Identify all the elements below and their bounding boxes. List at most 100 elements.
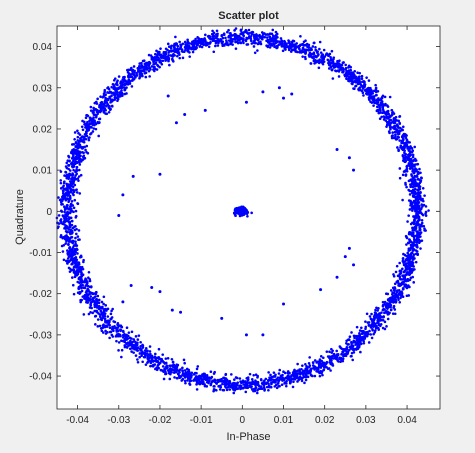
ring-point (159, 368, 163, 372)
ring-point (375, 314, 378, 317)
ring-point (71, 173, 74, 176)
ring-point (402, 270, 406, 274)
ring-point (317, 362, 321, 366)
ring-point (98, 104, 102, 108)
ring-point (275, 46, 279, 50)
ring-point (71, 262, 74, 265)
ring-point (109, 312, 113, 316)
ring-point (141, 74, 144, 78)
ring-point (325, 366, 328, 369)
ring-point (347, 79, 350, 83)
ring-point (242, 383, 245, 386)
ring-point (273, 375, 276, 378)
ring-point (315, 369, 318, 373)
ring-point (106, 86, 109, 90)
ring-point (166, 364, 169, 368)
scatter-point (158, 172, 162, 176)
ring-point (367, 321, 371, 324)
ring-point (234, 47, 238, 50)
ring-point (379, 109, 382, 112)
ring-point (424, 214, 428, 217)
ring-point (398, 261, 401, 265)
ring-point (202, 43, 206, 47)
ring-point (191, 40, 194, 44)
ring-point (170, 357, 174, 361)
ring-point (394, 300, 398, 303)
ring-point (67, 200, 70, 204)
ring-point (394, 133, 397, 137)
ring-point (407, 179, 411, 183)
ring-point (350, 331, 353, 334)
ring-point (273, 385, 277, 388)
ring-point (368, 92, 372, 95)
ring-point (164, 357, 168, 360)
ring-point (89, 311, 92, 314)
ring-point (136, 66, 140, 70)
ring-point (57, 196, 60, 199)
ring-point (351, 358, 355, 362)
ring-point (64, 259, 68, 263)
ring-point (323, 365, 326, 369)
ring-point (204, 33, 207, 37)
ring-point (76, 268, 79, 272)
ring-point (212, 385, 215, 388)
ring-point (213, 378, 216, 382)
ring-point (143, 71, 147, 75)
ring-point (71, 176, 74, 180)
ring-point (413, 190, 417, 194)
ring-point (160, 359, 163, 363)
ring-point (361, 91, 365, 94)
ring-point (419, 247, 422, 250)
ring-point (135, 348, 139, 352)
ring-point (401, 125, 405, 129)
center-point (234, 214, 237, 218)
ring-point (70, 247, 74, 251)
ring-point (404, 160, 407, 163)
ring-point (106, 315, 110, 318)
ring-point (68, 239, 71, 242)
ring-point (401, 198, 404, 202)
ring-point (178, 53, 181, 56)
ring-point (273, 45, 276, 49)
ring-point (94, 295, 97, 298)
ring-point (168, 63, 171, 67)
ring-point (71, 276, 74, 279)
ring-point (400, 293, 404, 296)
ring-point (404, 136, 408, 139)
ring-point (241, 31, 245, 35)
ring-point (123, 340, 127, 344)
ring-point (117, 75, 121, 78)
ring-point (68, 159, 71, 163)
ring-point (329, 369, 332, 372)
ring-point (116, 326, 120, 329)
ring-point (117, 87, 121, 90)
ring-point (70, 157, 74, 160)
ring-point (136, 358, 139, 361)
ring-point (72, 193, 75, 197)
ring-point (67, 175, 71, 179)
ring-point (93, 301, 97, 304)
ring-point (408, 266, 411, 269)
ring-point (394, 270, 398, 274)
ring-point (101, 326, 104, 330)
ring-point (213, 39, 217, 43)
ring-point (361, 80, 364, 83)
ring-point (347, 69, 351, 72)
ring-point (86, 120, 89, 124)
ring-point (68, 259, 71, 263)
ring-point (101, 305, 104, 309)
ring-point (66, 236, 70, 239)
ring-point (91, 292, 95, 296)
ring-point (244, 390, 248, 394)
ring-point (80, 273, 83, 276)
ring-point (102, 92, 106, 96)
ring-point (377, 323, 381, 327)
ring-point (385, 302, 389, 305)
ring-point (161, 365, 165, 368)
scatter-point (121, 300, 125, 304)
ring-point (152, 65, 156, 69)
ring-point (408, 268, 411, 272)
ring-point (409, 246, 413, 249)
ring-point (338, 59, 341, 63)
ring-point (111, 83, 115, 86)
